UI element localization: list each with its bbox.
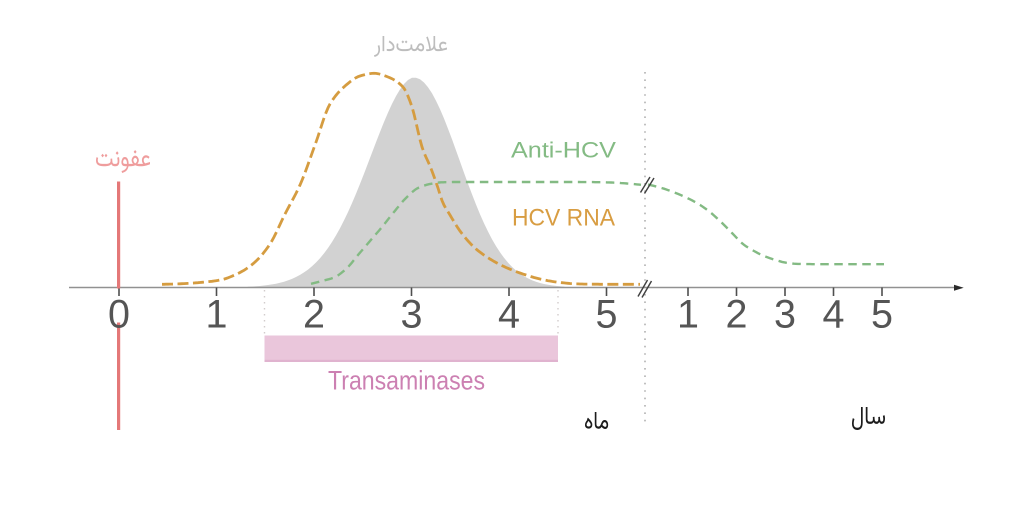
- svg-text:Anti-HCV: Anti-HCV: [511, 138, 616, 163]
- svg-text:5: 5: [596, 293, 618, 337]
- svg-text:1: 1: [206, 293, 228, 337]
- svg-text:0: 0: [108, 293, 130, 337]
- svg-text:2: 2: [303, 293, 325, 337]
- svg-text:HCV RNA: HCV RNA: [512, 205, 615, 232]
- svg-text:1: 1: [677, 293, 699, 337]
- svg-text:3: 3: [401, 293, 423, 337]
- svg-text:4: 4: [823, 293, 845, 337]
- svg-text:2: 2: [726, 293, 748, 337]
- svg-text:Transaminases: Transaminases: [328, 366, 485, 396]
- svg-text:3: 3: [774, 293, 796, 337]
- svg-text:5: 5: [871, 293, 893, 337]
- svg-text:4: 4: [498, 293, 520, 337]
